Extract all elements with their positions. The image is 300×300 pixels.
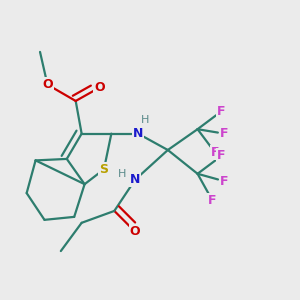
Text: F: F	[217, 149, 226, 162]
Text: F: F	[208, 194, 217, 207]
Text: O: O	[42, 78, 53, 91]
Text: H: H	[141, 115, 150, 125]
Text: O: O	[94, 81, 105, 94]
Text: O: O	[130, 225, 140, 238]
Text: F: F	[220, 127, 229, 140]
Text: F: F	[217, 105, 226, 118]
Text: F: F	[220, 175, 229, 188]
Text: N: N	[133, 127, 143, 140]
Text: N: N	[130, 173, 140, 186]
Text: F: F	[211, 146, 220, 160]
Text: S: S	[99, 163, 108, 176]
Text: H: H	[118, 169, 126, 179]
